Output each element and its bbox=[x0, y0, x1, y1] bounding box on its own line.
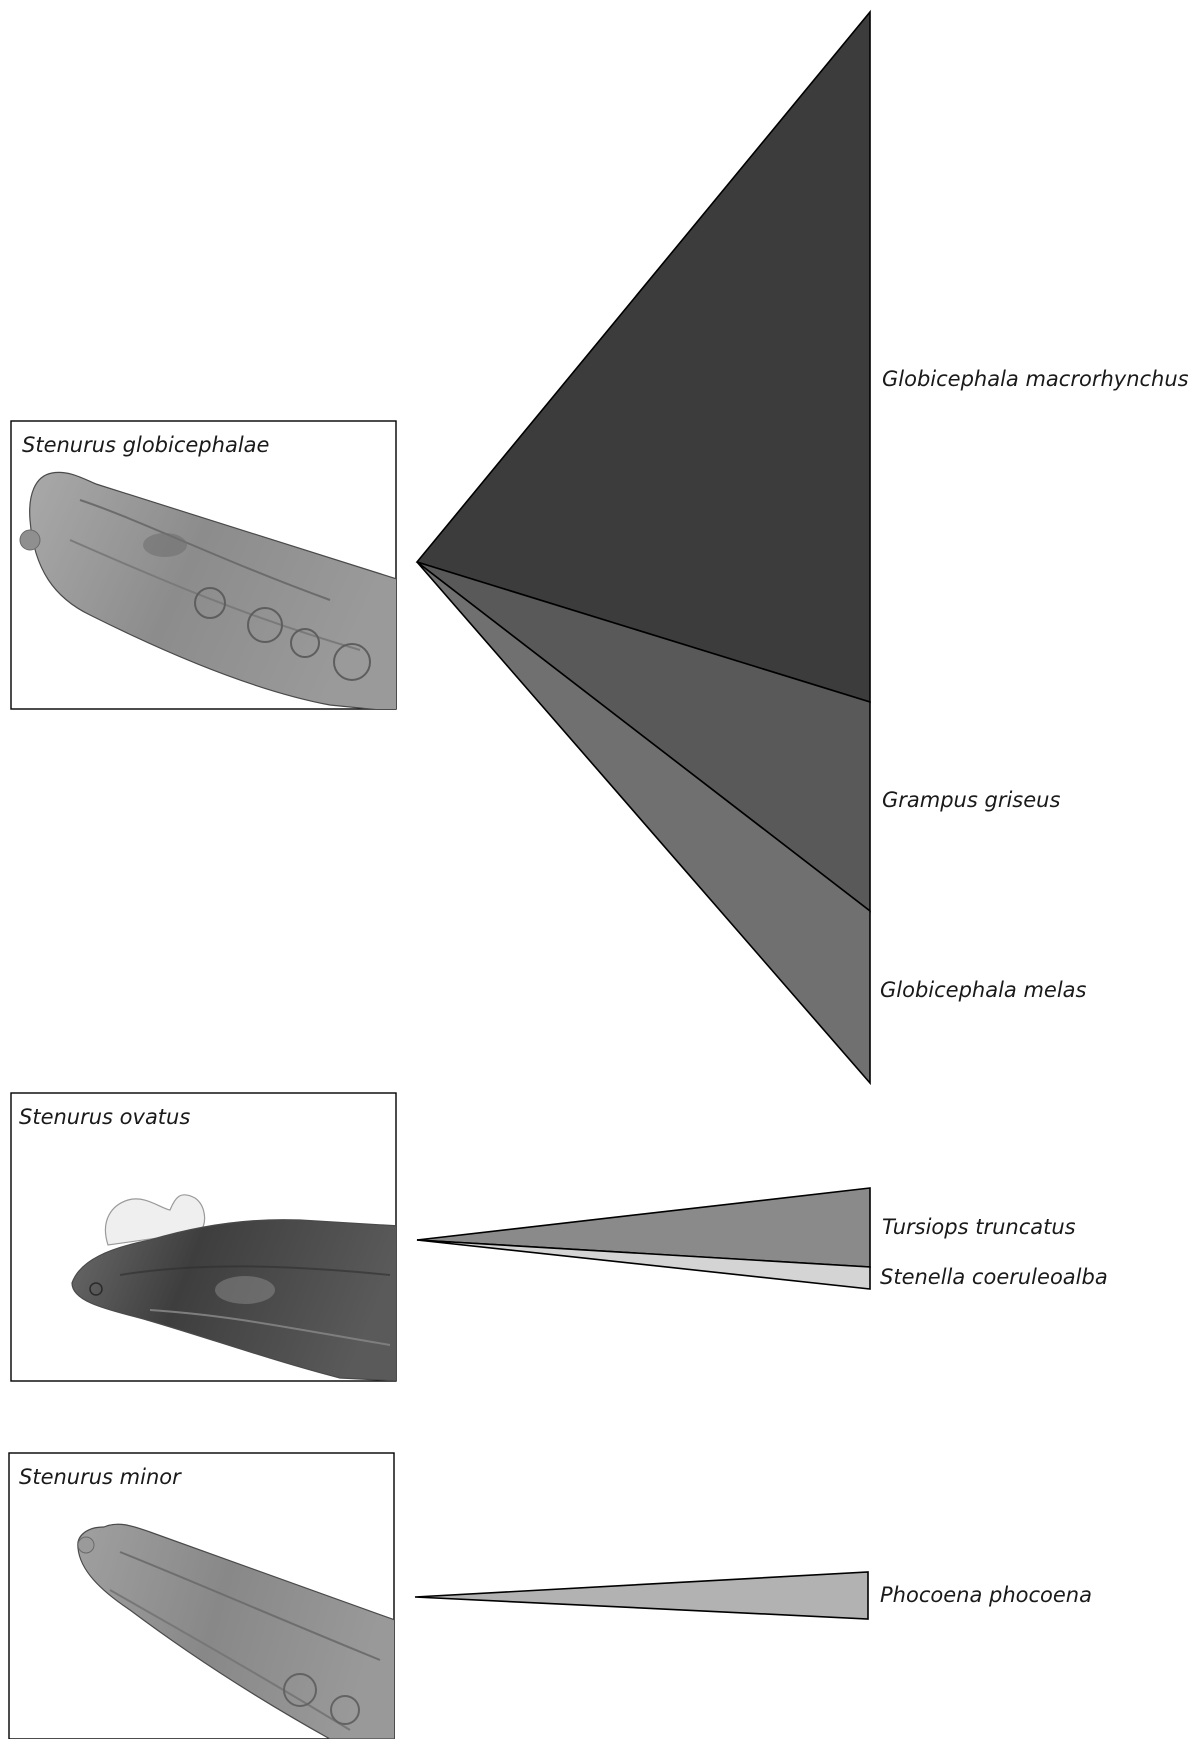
nematode-micrograph bbox=[71, 1194, 396, 1381]
host-name: Tursiops truncatus bbox=[882, 1215, 1076, 1239]
host-wedge-group-globicephalae: Globicephala macrorhynchus Grampus grise… bbox=[415, 9, 1189, 1086]
host-name: Grampus griseus bbox=[882, 788, 1060, 812]
host-name: Phocoena phocoena bbox=[880, 1583, 1092, 1607]
host-wedge-stenella-coeruleoalba bbox=[416, 1239, 871, 1290]
parasite-name: Stenurus ovatus bbox=[19, 1105, 190, 1129]
parasite-panel-globicephalae: Stenurus globicephalae bbox=[10, 420, 397, 710]
parasite-panel-minor: Stenurus minor bbox=[8, 1452, 395, 1739]
host-wedge-phocoena-phocoena bbox=[414, 1571, 869, 1620]
nematode-micrograph bbox=[77, 1523, 394, 1739]
parasite-panel-ovatus: Stenurus ovatus bbox=[10, 1092, 397, 1382]
host-name: Stenella coeruleoalba bbox=[880, 1265, 1108, 1289]
parasite-name: Stenurus globicephalae bbox=[22, 433, 269, 457]
host-name: Globicephala macrorhynchus bbox=[882, 367, 1189, 391]
host-name: Globicephala melas bbox=[880, 978, 1087, 1002]
nematode-micrograph bbox=[19, 471, 396, 709]
host-wedge-globicephala-melas bbox=[416, 561, 871, 1086]
host-wedge-group-ovatus: Tursiops truncatus Stenella coeruleoalba bbox=[416, 1187, 1108, 1290]
parasite-name: Stenurus minor bbox=[19, 1465, 182, 1489]
host-wedge-group-minor: Phocoena phocoena bbox=[414, 1571, 1092, 1620]
